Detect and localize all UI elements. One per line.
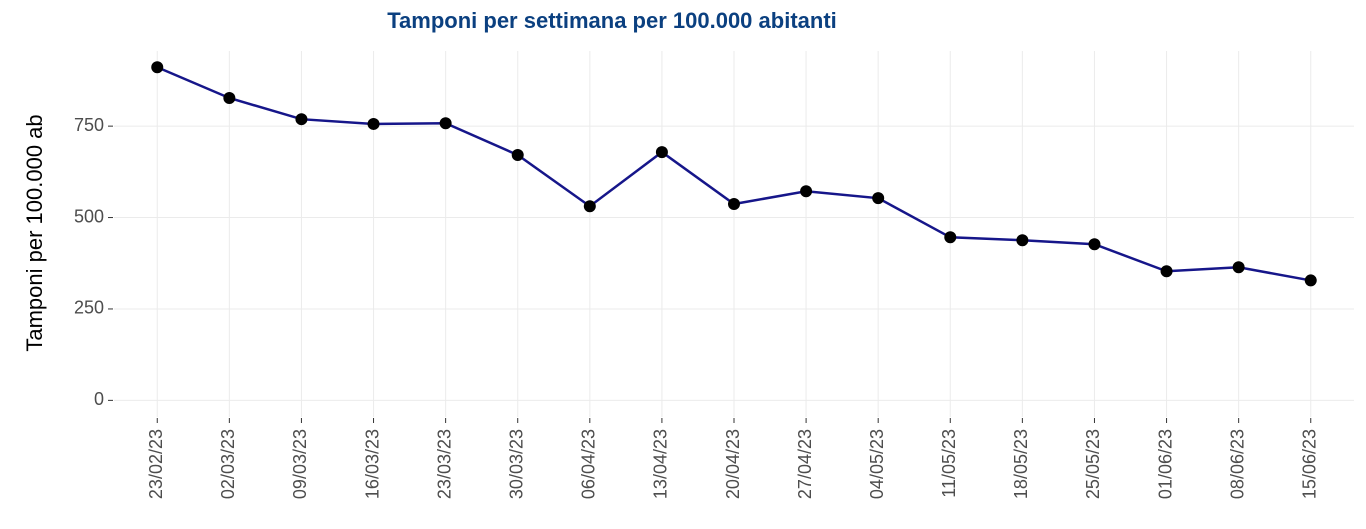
point [1016, 234, 1029, 247]
x-tick-label: 13/04/23 [651, 429, 671, 499]
x-tick-label: 15/06/23 [1299, 429, 1319, 499]
x-tick-label: 04/05/23 [867, 429, 887, 499]
point [151, 61, 164, 74]
x-tick-label: 27/04/23 [795, 429, 815, 499]
x-tick-label: 11/05/23 [939, 429, 959, 498]
chart-title: Tamponi per settimana per 100.000 abitan… [387, 8, 837, 33]
point [367, 117, 380, 130]
y-tick-label: 750 [74, 115, 104, 135]
point [800, 185, 813, 198]
x-tick-label: 02/03/23 [218, 429, 238, 499]
point [944, 231, 957, 244]
point [583, 200, 596, 213]
x-tick-label: 18/05/23 [1011, 429, 1031, 499]
x-tick-label: 01/06/23 [1155, 429, 1175, 499]
point [223, 91, 236, 104]
x-tick-label: 06/04/23 [579, 429, 599, 499]
x-tick-label: 08/06/23 [1227, 429, 1247, 499]
point [1304, 274, 1317, 287]
x-tick-label: 25/05/23 [1083, 429, 1103, 499]
x-tick-label: 30/03/23 [506, 429, 526, 499]
y-tick-label: 250 [74, 298, 104, 318]
y-tick-label: 500 [74, 206, 104, 226]
point [1088, 238, 1101, 251]
point [439, 117, 452, 130]
x-tick-label: 23/03/23 [434, 429, 454, 499]
point [295, 113, 308, 126]
x-tick-label: 09/03/23 [290, 429, 310, 499]
x-tick-label: 16/03/23 [362, 429, 382, 499]
point [1160, 265, 1173, 278]
point [655, 146, 668, 159]
x-tick-label: 20/04/23 [723, 429, 743, 499]
point [872, 192, 885, 205]
y-axis-label: Tamponi per 100.000 ab [22, 114, 47, 351]
point [728, 198, 740, 211]
y-tick-label: 0 [94, 389, 104, 409]
point [1232, 261, 1245, 274]
point [511, 149, 524, 162]
x-tick-label: 23/02/23 [146, 429, 166, 499]
